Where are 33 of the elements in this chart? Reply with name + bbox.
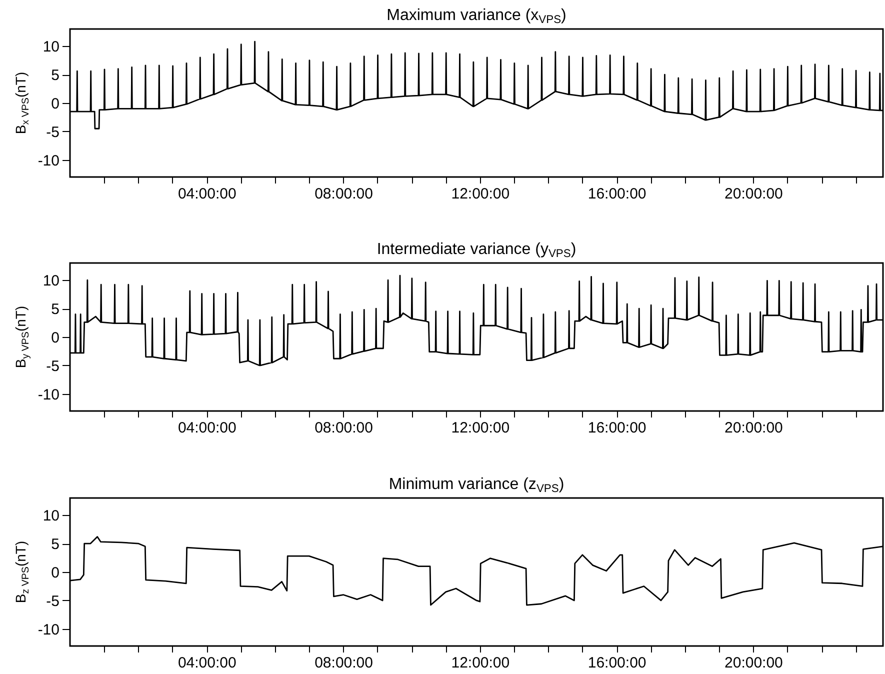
chart-title: Intermediate variance (y$_{VPS}$) — [376, 241, 578, 260]
chart-title: Maximum variance (x$_{VPS}$) — [386, 7, 568, 26]
y-tick-label: 10 — [42, 272, 60, 290]
x-tick-label: 12:00:00 — [451, 420, 510, 436]
x-tick-label: 12:00:00 — [451, 654, 510, 672]
x-tick-label: 04:00:00 — [178, 420, 236, 436]
chart-title: Minimum variance (z$_{VPS}$) — [388, 476, 566, 495]
y-tick-label: -10 — [38, 152, 60, 170]
y-tick-label: 0 — [51, 96, 60, 112]
x-tick-label: 20:00:00 — [724, 420, 783, 436]
y-tick-label: 0 — [51, 330, 60, 346]
x-tick-label: 16:00:00 — [588, 420, 646, 436]
x-tick-label: 08:00:00 — [314, 420, 373, 436]
y-tick-label: -5 — [46, 592, 60, 610]
y-tick-label: -5 — [46, 358, 60, 375]
y-tick-label: -10 — [38, 621, 60, 638]
y-tick-label: 5 — [51, 536, 60, 554]
x-tick-label: 04:00:00 — [178, 654, 236, 672]
y-tick-label: 5 — [51, 67, 60, 84]
y-tick-label: 0 — [51, 564, 60, 582]
y-tick-label: -5 — [46, 124, 60, 141]
y-tick-label: 10 — [42, 508, 60, 525]
x-tick-label: 04:00:00 — [178, 186, 236, 202]
x-tick-label: 20:00:00 — [724, 186, 783, 202]
x-tick-label: 08:00:00 — [314, 654, 373, 672]
y-tick-label: 5 — [51, 301, 60, 318]
x-tick-label: 08:00:00 — [314, 186, 373, 202]
y-tick-label: 10 — [42, 38, 60, 56]
x-tick-label: 16:00:00 — [588, 654, 646, 672]
x-tick-label: 12:00:00 — [451, 186, 510, 202]
y-tick-label: -10 — [38, 386, 60, 404]
x-tick-label: 20:00:00 — [724, 654, 783, 672]
x-tick-label: 16:00:00 — [588, 186, 646, 202]
